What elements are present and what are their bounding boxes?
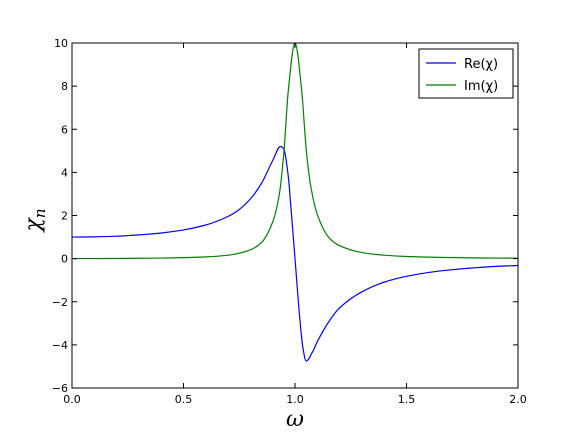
x-tick-label: 0.5	[175, 393, 193, 406]
x-tick-label: 1.0	[286, 393, 304, 406]
x-axis-label: ω	[286, 407, 304, 432]
legend: Re(χ) Im(χ)	[418, 48, 514, 99]
y-axis-label-main: χ	[21, 217, 46, 234]
y-tick-label: −4	[52, 339, 68, 352]
x-tick-label: 2.0	[509, 393, 527, 406]
x-tick-label: 1.5	[398, 393, 416, 406]
legend-label-im: Im(χ)	[464, 79, 498, 94]
y-tick-label: 8	[61, 80, 68, 93]
x-tick-label: 0.0	[63, 393, 81, 406]
y-tick-label: 10	[54, 37, 68, 50]
y-axis-label: χn	[21, 208, 49, 233]
y-tick-label: −2	[52, 296, 68, 309]
y-tick-label: 4	[61, 166, 68, 179]
legend-label-re: Re(χ)	[464, 57, 498, 72]
legend-box	[418, 48, 514, 99]
y-tick-label: 6	[61, 123, 68, 136]
y-tick-label: 0	[61, 253, 68, 266]
series-re-line	[71, 145, 519, 362]
plot-frame	[71, 42, 519, 389]
y-tick-label: −6	[52, 382, 68, 395]
y-axis-label-sub: n	[31, 208, 49, 218]
tick-layer: 0.0 0.5 1.0 1.5 2.0 −6 −4 −2 0 2 4 6 8 10	[52, 37, 527, 406]
y-tick-label: 2	[61, 210, 68, 223]
